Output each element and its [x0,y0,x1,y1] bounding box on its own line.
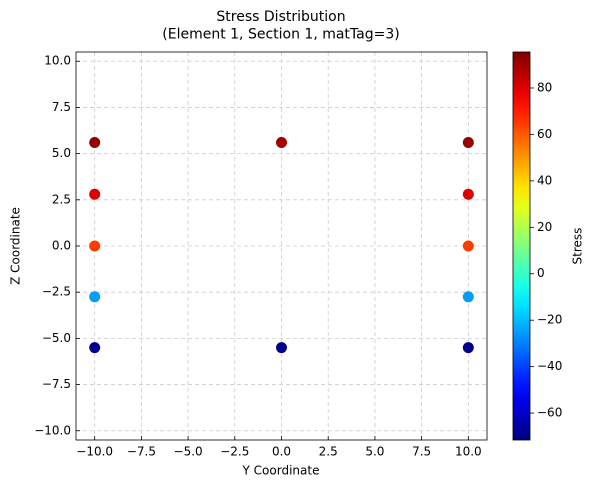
x-tick-label: −7.5 [127,445,156,459]
y-tick-label: 7.5 [52,100,71,114]
x-tick-label: −5.0 [174,445,203,459]
scatter-point [89,137,101,149]
y-axis-label: Z Coordinate [9,207,23,285]
colorbar [512,51,531,441]
y-tick-label: −5.0 [42,331,71,345]
colorbar-tick-label: 80 [537,80,552,94]
scatter-point [462,240,474,252]
scatter-point [89,240,101,252]
x-tick-label: −10.0 [76,445,113,459]
scatter-point [89,291,101,303]
x-tick-label: 0.0 [272,445,291,459]
colorbar-tick-label: −40 [537,359,562,373]
scatter-point [462,137,474,149]
colorbar-tick-label: −60 [537,406,562,420]
plot-frame [75,51,488,441]
colorbar-tick-label: 60 [537,127,552,141]
colorbar-tick-label: −20 [537,313,562,327]
x-tick-label: 2.5 [319,445,338,459]
scatter-point [276,137,287,149]
scatter-point [276,342,287,354]
y-tick-label: −10.0 [34,423,71,437]
colorbar-tick-label: 0 [537,266,545,280]
chart-title: Stress Distribution (Element 1, Section 1… [162,9,399,43]
x-tick-label: −2.5 [220,445,249,459]
y-tick-label: 2.5 [52,192,71,206]
x-axis-label: Y Coordinate [242,464,320,478]
scatter-point [462,291,474,303]
colorbar-tick-label: 20 [537,220,552,234]
scatter-point [462,188,474,200]
y-tick-label: 0.0 [52,239,71,253]
colorbar-label: Stress [571,228,585,265]
x-tick-label: 5.0 [365,445,384,459]
y-tick-label: −7.5 [42,377,71,391]
x-tick-label: 7.5 [412,445,431,459]
colorbar-tick-label: 40 [537,173,552,187]
scatter-point [89,188,101,200]
x-tick-label: 10.0 [455,445,482,459]
y-tick-label: 10.0 [44,54,71,68]
scatter-point [462,342,474,354]
y-tick-label: −2.5 [42,285,71,299]
y-tick-label: 5.0 [52,146,71,160]
scatter-point [89,342,101,354]
